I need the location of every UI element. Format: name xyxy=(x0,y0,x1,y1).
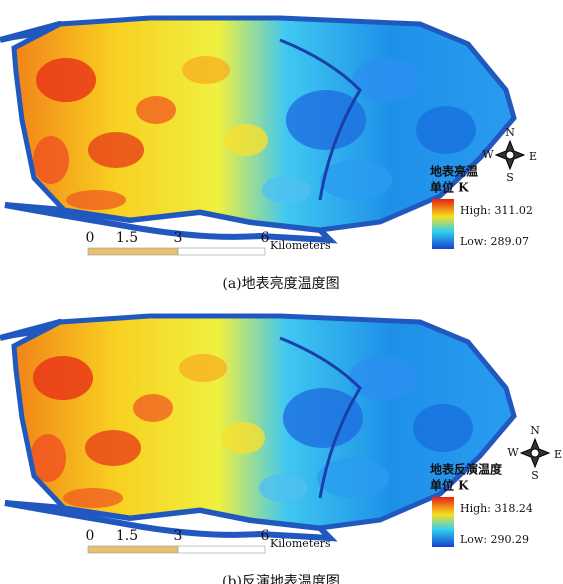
heat-patch xyxy=(88,132,144,168)
heat-patch xyxy=(221,422,265,454)
scale-label: 1.5 xyxy=(116,528,138,544)
heat-patch xyxy=(33,356,93,400)
caption: (b)反演地表温度图 xyxy=(222,574,340,584)
heat-patch xyxy=(320,160,392,200)
heat-patch xyxy=(182,56,230,84)
scale-seg xyxy=(88,546,178,553)
compass-center xyxy=(506,151,514,159)
compass-s: S xyxy=(531,469,539,482)
heat-patch xyxy=(66,190,126,210)
heat-patch xyxy=(349,356,417,400)
heat-patch xyxy=(36,58,96,102)
heat-patch xyxy=(136,96,176,124)
scale-unit: Kilometers xyxy=(270,537,331,550)
compass-w: W xyxy=(507,446,519,459)
compass-n: N xyxy=(530,424,540,437)
heat-patch xyxy=(416,106,476,154)
heat-patch xyxy=(133,394,173,422)
compass-n: N xyxy=(505,126,515,139)
scale-label: 3 xyxy=(174,528,183,544)
heat-patch xyxy=(259,474,307,502)
compass-e: E xyxy=(554,448,562,461)
page: 地表亮温单位 KHigh: 311.02Low: 289.07NSWE01.53… xyxy=(0,0,563,584)
compass-e: E xyxy=(529,150,537,163)
scale-seg xyxy=(178,546,265,553)
legend-title: 地表反演温度 xyxy=(430,462,503,477)
scale-label: 0 xyxy=(86,230,95,246)
scale-seg xyxy=(88,248,178,255)
heat-patch xyxy=(85,430,141,466)
scale-label: 3 xyxy=(174,230,183,246)
heat-patch xyxy=(283,388,363,448)
legend-high: High: 311.02 xyxy=(460,204,533,217)
legend-low: Low: 290.29 xyxy=(460,533,529,546)
scale-unit: Kilometers xyxy=(270,239,331,252)
scale-label: 0 xyxy=(86,528,95,544)
scale-label: 6 xyxy=(261,230,270,246)
legend-low: Low: 289.07 xyxy=(460,235,529,248)
caption: (a)地表亮度温度图 xyxy=(222,275,339,292)
heat-patch xyxy=(179,354,227,382)
legend-unit: 单位 K xyxy=(430,180,469,195)
heat-patch xyxy=(33,136,69,184)
heat-patch xyxy=(413,404,473,452)
scale-label: 6 xyxy=(261,528,270,544)
compass-w: W xyxy=(482,148,494,161)
legend-unit: 单位 K xyxy=(430,478,469,493)
compass-center xyxy=(531,449,539,457)
legend-high: High: 318.24 xyxy=(460,502,533,515)
scale-label: 1.5 xyxy=(116,230,138,246)
legend-ramp xyxy=(432,199,454,249)
heat-patch xyxy=(262,176,310,204)
compass-s: S xyxy=(506,171,514,184)
legend-title: 地表亮温 xyxy=(430,164,478,179)
legend-ramp xyxy=(432,497,454,547)
figure: 地表亮温单位 KHigh: 311.02Low: 289.07NSWE01.53… xyxy=(0,0,563,584)
heat-patch xyxy=(63,488,123,508)
heat-patch xyxy=(224,124,268,156)
scale-seg xyxy=(178,248,265,255)
heat-patch xyxy=(352,58,420,102)
